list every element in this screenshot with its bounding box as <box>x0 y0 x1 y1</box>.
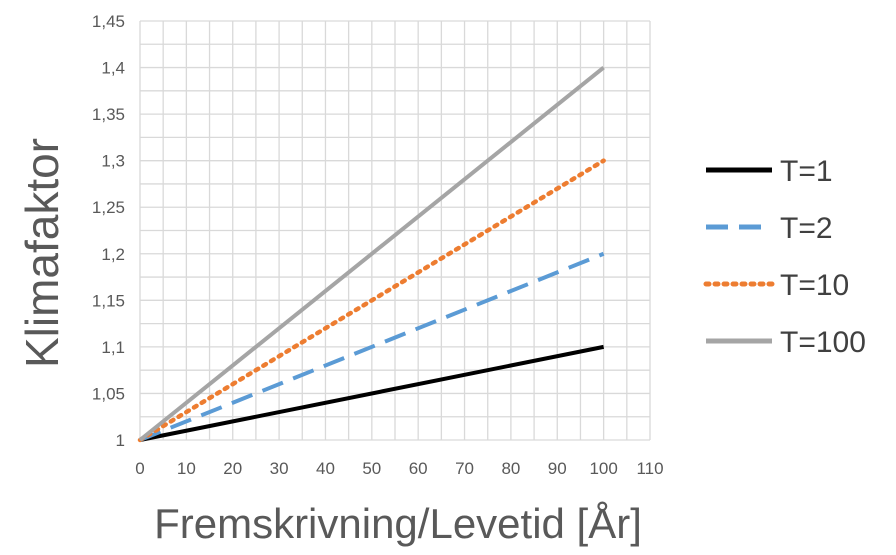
y-tick-label: 1,3 <box>101 152 125 171</box>
series-line-t-2 <box>139 251 605 442</box>
x-tick-label: 70 <box>455 459 474 478</box>
series-line-t-1 <box>139 344 605 442</box>
x-tick-label: 50 <box>362 459 381 478</box>
series-lines <box>137 65 606 443</box>
x-tick-label: 40 <box>316 459 335 478</box>
y-tick-label: 1,1 <box>101 338 125 357</box>
y-tick-label: 1,25 <box>92 198 125 217</box>
y-tick-label: 1,05 <box>92 384 125 403</box>
y-tick-label: 1,4 <box>101 59 125 78</box>
x-tick-label: 60 <box>409 459 428 478</box>
legend-label: T=2 <box>780 212 833 245</box>
legend-label: T=1 <box>780 155 833 188</box>
x-tick-label: 80 <box>501 459 520 478</box>
x-tick-label: 20 <box>223 459 242 478</box>
grid <box>139 20 651 441</box>
x-axis-title: Fremskrivning/Levetid [År] <box>154 500 642 547</box>
y-tick-label: 1,35 <box>92 105 125 124</box>
x-tick-label: 90 <box>548 459 567 478</box>
y-tick-label: 1,45 <box>92 12 125 31</box>
y-tick-label: 1,15 <box>92 291 125 310</box>
axis-ticks: 0 10 20 30 40 50 60 70 80 90 100 110 1 1,05 1,1 1,15 1,2… <box>92 12 664 478</box>
x-tick-label: 30 <box>270 459 289 478</box>
series-line-t-100 <box>138 65 605 442</box>
legend-label: T=10 <box>780 269 849 302</box>
x-tick-label: 100 <box>589 459 617 478</box>
x-tick-label: 10 <box>177 459 196 478</box>
y-tick-label: 1,2 <box>101 245 125 264</box>
y-axis-title: Klimafaktor <box>16 138 68 368</box>
series-line-t-10 <box>137 158 606 443</box>
legend: T=1 T=2 T=10 T=100 <box>703 155 866 359</box>
x-tick-label: 110 <box>636 459 663 478</box>
x-tick-label: 0 <box>135 459 144 478</box>
legend-label: T=100 <box>780 326 866 359</box>
y-tick-label: 1 <box>116 431 125 450</box>
